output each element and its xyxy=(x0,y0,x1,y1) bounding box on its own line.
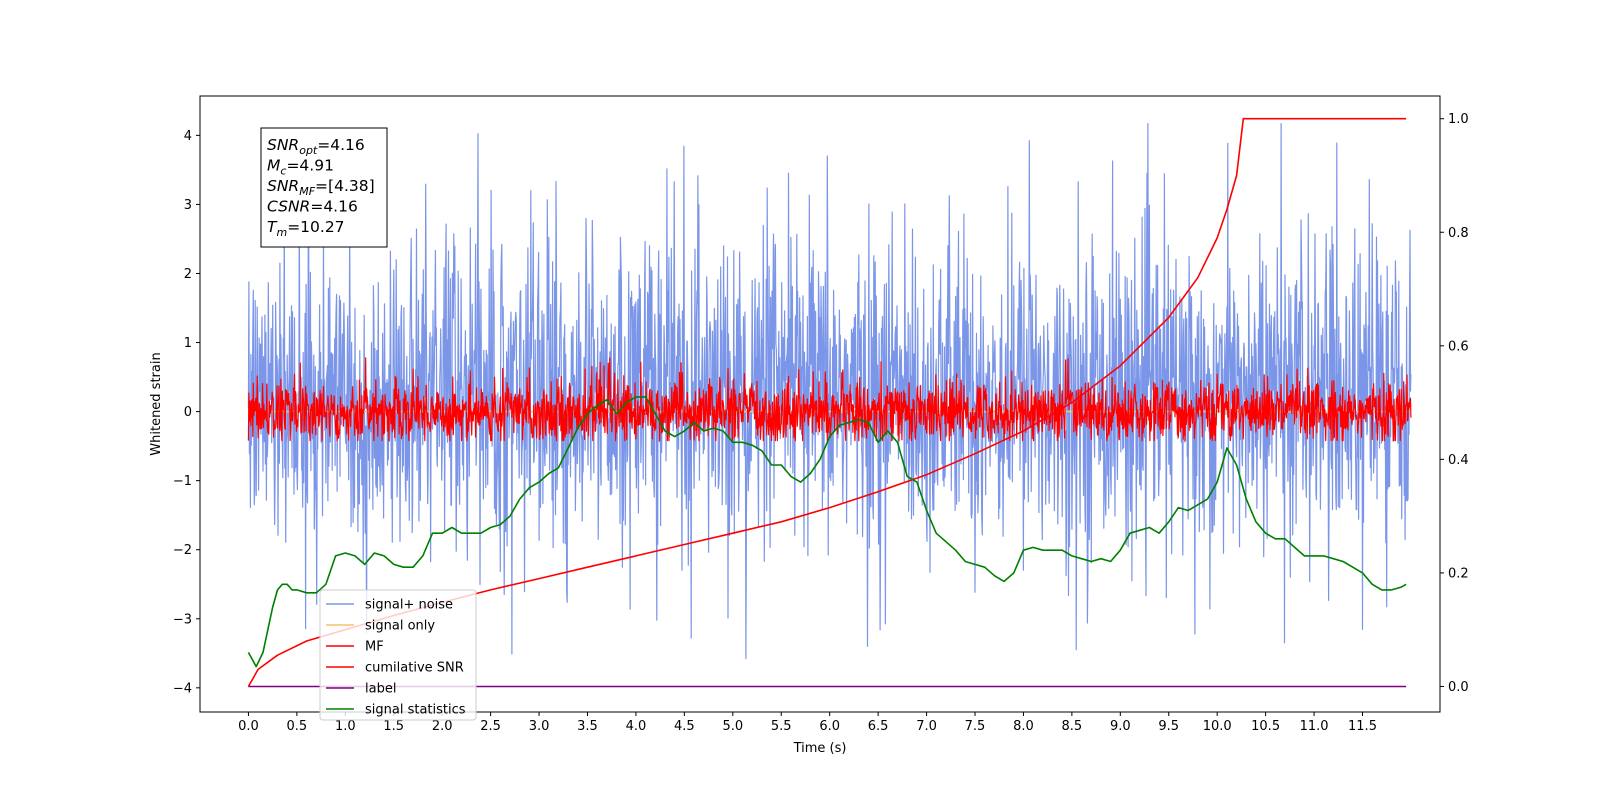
y-tick-label: −4 xyxy=(173,681,192,696)
annotation-line: CSNR=4.16 xyxy=(267,198,358,216)
y-axis-left: 4 3 2 1 0 −1 −2 −3 −4 xyxy=(173,129,200,696)
legend-label-signal-statistics: signal statistics xyxy=(365,703,466,718)
y-tick-label: 1 xyxy=(184,336,192,351)
y2-tick-label: 0.6 xyxy=(1448,339,1469,354)
y-tick-label: 3 xyxy=(184,198,192,213)
annotation-line: Mc=4.91 xyxy=(267,157,334,178)
x-tick-label: 7.0 xyxy=(916,719,937,734)
legend-label-cumilative-snr: cumilative SNR xyxy=(365,661,464,676)
x-tick-label: 11.5 xyxy=(1348,719,1377,734)
y-tick-label: 2 xyxy=(184,267,192,282)
x-tick-label: 0.0 xyxy=(238,719,259,734)
series-line-mf xyxy=(247,357,1412,442)
x-tick-label: 5.0 xyxy=(722,719,743,734)
x-tick-label: 7.5 xyxy=(965,719,986,734)
y2-tick-label: 0.4 xyxy=(1448,453,1469,468)
y-tick-label: −2 xyxy=(173,543,192,558)
annotation-line: SNRopt=4.16 xyxy=(267,136,365,157)
annotation-frame xyxy=(260,127,388,248)
x-tick-label: 4.0 xyxy=(626,719,647,734)
y2-tick-label: 0.0 xyxy=(1448,680,1469,695)
y-tick-label: 0 xyxy=(184,405,192,420)
x-tick-label: 9.5 xyxy=(1158,719,1179,734)
y-tick-label: 4 xyxy=(184,129,192,144)
legend-frame xyxy=(319,589,477,721)
y2-tick-label: 0.2 xyxy=(1448,566,1469,581)
x-tick-label: 3.0 xyxy=(529,719,550,734)
y-tick-label: −1 xyxy=(173,474,192,489)
x-tick-label: 11.0 xyxy=(1300,719,1329,734)
x-tick-label: 5.5 xyxy=(771,719,792,734)
legend-label-signal-noise: signal+ noise xyxy=(365,598,453,613)
x-axis: 0.0 0.5 1.0 1.5 2.0 2.5 3.0 3.5 4.0 4.5 5.0 5.5 6.0 6… xyxy=(238,712,1377,734)
plot-frame xyxy=(199,95,1441,713)
y-axis-label: Whitened strain xyxy=(149,352,164,455)
x-tick-label: 9.0 xyxy=(1110,719,1131,734)
series-line-signal-statistics xyxy=(247,396,1407,668)
x-tick-label: 3.5 xyxy=(577,719,598,734)
x-tick-label: 8.0 xyxy=(1013,719,1034,734)
y2-tick-label: 1.0 xyxy=(1448,112,1469,127)
x-tick-label: 8.5 xyxy=(1062,719,1083,734)
x-tick-label: 6.0 xyxy=(819,719,840,734)
x-tick-label: 2.0 xyxy=(432,719,453,734)
x-tick-label: 1.0 xyxy=(335,719,356,734)
y-tick-label: −3 xyxy=(173,612,192,627)
legend: signal+ noise signal only MF cumilative SNR… xyxy=(319,589,477,721)
x-tick-label: 10.0 xyxy=(1203,719,1232,734)
x-tick-label: 1.5 xyxy=(383,719,404,734)
legend-label-mf: MF xyxy=(365,640,384,655)
x-tick-label: 6.5 xyxy=(868,719,889,734)
x-tick-label: 10.5 xyxy=(1251,719,1280,734)
y2-tick-label: 0.8 xyxy=(1448,226,1469,241)
x-tick-label: 2.5 xyxy=(480,719,501,734)
annotation-line: Tm=10.27 xyxy=(267,218,345,239)
y-axis-right: 1.0 0.8 0.6 0.4 0.2 0.0 xyxy=(1440,112,1469,695)
legend-label-label: label xyxy=(365,682,396,697)
legend-label-signal-only: signal only xyxy=(365,619,435,634)
x-tick-label: 4.5 xyxy=(674,719,695,734)
annotation-line: SNRMF=[4.38] xyxy=(267,177,375,198)
x-axis-label: Time (s) xyxy=(793,741,847,756)
x-tick-label: 0.5 xyxy=(287,719,308,734)
